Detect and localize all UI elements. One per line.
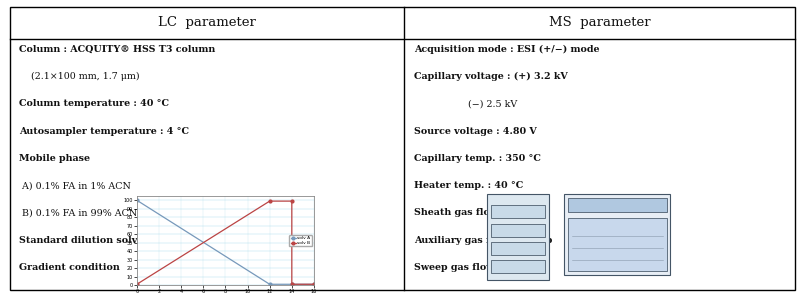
Text: Capillary voltage : (+) 3.2 kV: Capillary voltage : (+) 3.2 kV xyxy=(414,72,568,81)
Text: B) 0.1% FA in 99% ACN: B) 0.1% FA in 99% ACN xyxy=(19,208,138,217)
Text: (2.1×100 mm, 1.7 μm): (2.1×100 mm, 1.7 μm) xyxy=(19,72,140,81)
Text: (−) 2.5 kV: (−) 2.5 kV xyxy=(414,99,517,108)
Text: Sweep gas flow :  1 arb: Sweep gas flow : 1 arb xyxy=(414,263,535,272)
Text: Source voltage : 4.80 V: Source voltage : 4.80 V xyxy=(414,127,536,135)
Text: Mobile phase: Mobile phase xyxy=(19,154,90,163)
Bar xyxy=(491,242,545,255)
Text: Column : ACQUITY® HSS T3 column: Column : ACQUITY® HSS T3 column xyxy=(19,45,216,53)
Text: Capillary temp. : 350 °C: Capillary temp. : 350 °C xyxy=(414,154,541,163)
Text: Sheath gas flow : 40 arb: Sheath gas flow : 40 arb xyxy=(414,208,542,217)
Text: Acquisition mode : ESI (+/−) mode: Acquisition mode : ESI (+/−) mode xyxy=(414,45,599,54)
Text: LC  parameter: LC parameter xyxy=(158,16,256,29)
Bar xyxy=(487,194,549,280)
Text: Heater temp. : 40 °C: Heater temp. : 40 °C xyxy=(414,181,523,190)
Bar xyxy=(491,224,545,237)
Text: Gradient condition: Gradient condition xyxy=(19,263,120,272)
Legend: solv A, solv B: solv A, solv B xyxy=(289,235,312,247)
Bar xyxy=(568,198,667,212)
Text: Standard dilution solvent : MeOH: Standard dilution solvent : MeOH xyxy=(19,236,199,245)
Text: A) 0.1% FA in 1% ACN: A) 0.1% FA in 1% ACN xyxy=(19,181,131,190)
Bar xyxy=(491,260,545,273)
Text: Auxiliary gas flow : 10 arb: Auxiliary gas flow : 10 arb xyxy=(414,236,552,245)
Bar xyxy=(564,194,671,275)
Text: Autosampler temperature : 4 °C: Autosampler temperature : 4 °C xyxy=(19,127,189,135)
Text: MS  parameter: MS parameter xyxy=(549,16,650,29)
Text: Column temperature : 40 °C: Column temperature : 40 °C xyxy=(19,99,169,108)
Bar xyxy=(491,205,545,219)
Bar xyxy=(568,219,667,271)
